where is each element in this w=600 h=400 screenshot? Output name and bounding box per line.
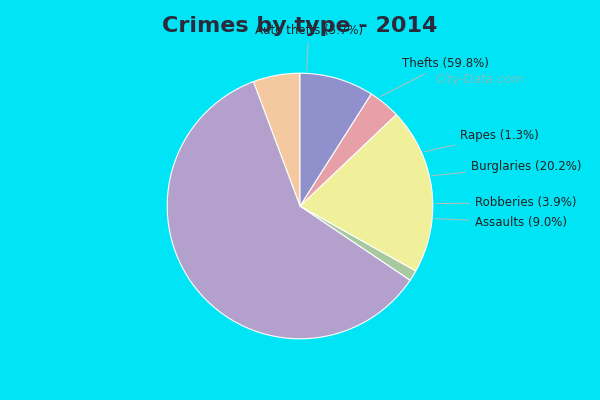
Wedge shape	[300, 114, 433, 271]
Text: Auto thefts (5.7%): Auto thefts (5.7%)	[254, 24, 363, 70]
Wedge shape	[167, 82, 410, 339]
Text: City-Data.com: City-Data.com	[436, 74, 524, 86]
Wedge shape	[300, 94, 397, 206]
Text: Thefts (59.8%): Thefts (59.8%)	[380, 57, 489, 97]
Wedge shape	[253, 73, 300, 206]
Text: Rapes (1.3%): Rapes (1.3%)	[424, 129, 539, 152]
Text: Robberies (3.9%): Robberies (3.9%)	[436, 196, 577, 209]
Wedge shape	[300, 206, 416, 280]
Text: Burglaries (20.2%): Burglaries (20.2%)	[432, 160, 581, 176]
Text: Crimes by type - 2014: Crimes by type - 2014	[163, 16, 437, 36]
Wedge shape	[300, 73, 371, 206]
Text: Assaults (9.0%): Assaults (9.0%)	[435, 216, 566, 229]
